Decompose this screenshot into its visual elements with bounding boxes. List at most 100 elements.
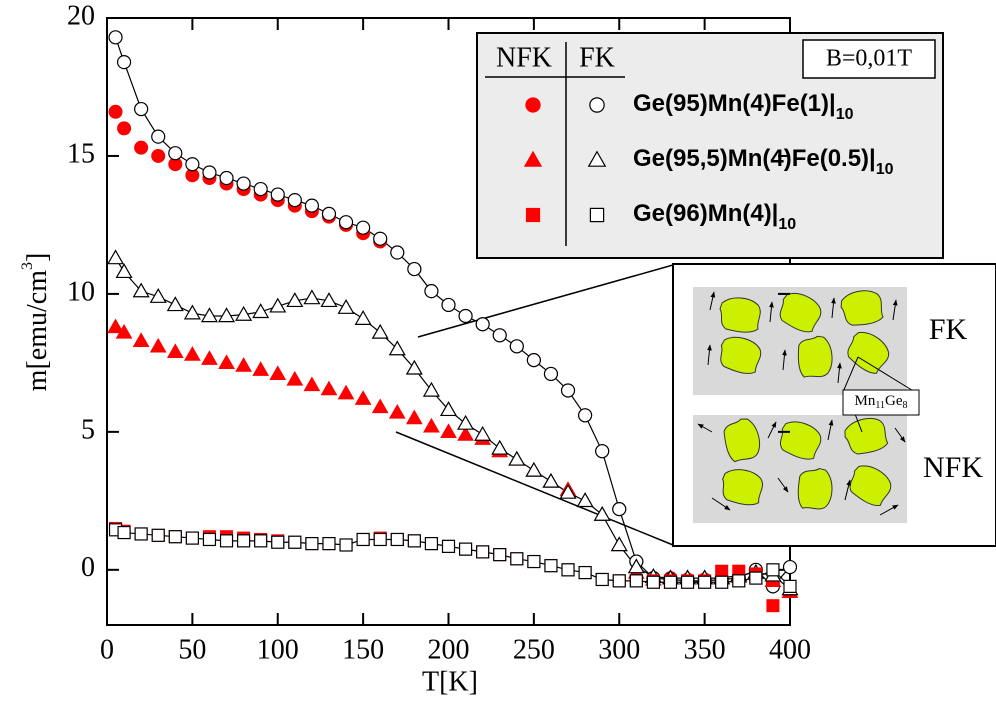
marker — [492, 328, 507, 343]
marker — [337, 298, 355, 314]
moment — [767, 421, 777, 439]
marker — [356, 532, 370, 547]
marker — [166, 343, 184, 358]
marker — [544, 559, 558, 573]
marker — [253, 181, 268, 197]
x-tick-label: 150 — [342, 634, 384, 665]
marker — [201, 350, 218, 365]
marker — [354, 390, 372, 405]
marker — [610, 536, 628, 552]
marker — [542, 472, 560, 488]
marker — [107, 318, 124, 334]
marker — [439, 401, 458, 417]
marker — [321, 206, 337, 221]
marker — [509, 339, 524, 354]
legend-subscript: 10 — [876, 161, 894, 178]
marker — [457, 426, 474, 441]
marker — [589, 97, 605, 113]
marker — [322, 537, 336, 551]
marker — [593, 505, 611, 521]
marker — [286, 370, 304, 386]
marker — [525, 207, 541, 223]
y-tick-label: 15 — [67, 138, 95, 169]
marker — [108, 104, 123, 119]
inset-connector — [417, 264, 674, 338]
marker — [595, 572, 609, 587]
marker — [405, 409, 423, 425]
marker — [766, 563, 780, 577]
marker — [338, 215, 354, 230]
legend-name: Ge(95)Mn(4)Fe(1)| — [633, 90, 836, 117]
marker — [388, 404, 406, 419]
marker — [235, 357, 252, 372]
grain — [795, 467, 835, 512]
marker — [254, 534, 268, 548]
marker — [132, 282, 150, 298]
marker — [646, 575, 661, 589]
marker — [749, 571, 763, 585]
inset-label: NFK — [923, 451, 983, 484]
marker — [766, 599, 780, 613]
marker — [698, 575, 712, 589]
marker — [151, 148, 166, 163]
moment — [892, 299, 898, 321]
marker — [116, 55, 132, 70]
inset-label: FK — [929, 313, 968, 346]
marker — [663, 575, 678, 589]
callout-line — [857, 356, 916, 393]
callout-box — [842, 389, 920, 416]
marker — [458, 542, 473, 556]
marker — [715, 564, 729, 578]
legend-header: NFK — [496, 42, 552, 73]
x-axis-label: T[K] — [422, 666, 478, 697]
x-tick-label: 100 — [257, 634, 299, 665]
marker — [168, 530, 182, 544]
marker — [525, 97, 541, 113]
marker — [237, 534, 251, 548]
marker — [405, 359, 423, 375]
marker — [612, 574, 626, 588]
marker — [337, 384, 355, 400]
marker — [543, 366, 559, 382]
marker — [184, 346, 201, 361]
marker — [354, 310, 372, 325]
y-axis-label: m[emu/cm3] — [19, 253, 54, 392]
annotation-box — [802, 39, 936, 79]
marker — [424, 537, 439, 551]
marker — [286, 292, 304, 308]
marker — [304, 198, 319, 213]
marker — [235, 305, 253, 321]
marker — [612, 502, 627, 517]
moment — [711, 497, 731, 511]
marker — [320, 380, 338, 396]
moment — [844, 479, 852, 501]
marker — [288, 535, 302, 549]
x-tick-label: 250 — [513, 634, 555, 665]
marker — [219, 170, 234, 186]
marker — [783, 579, 797, 593]
marker — [441, 297, 456, 313]
legend-header: FK — [579, 42, 615, 73]
phase-text: Mn — [855, 393, 876, 409]
marker — [202, 165, 217, 180]
legend-label: Ge(95)Mn(4)Fe(1)|10 — [633, 90, 854, 123]
marker — [305, 537, 319, 551]
x-tick-label: 350 — [684, 634, 726, 665]
x-tick-label: 200 — [428, 634, 470, 665]
moment — [707, 344, 712, 366]
y-tick-label: 5 — [81, 414, 95, 445]
marker — [134, 527, 148, 541]
marker — [475, 317, 490, 332]
marker — [149, 287, 167, 303]
marker — [388, 340, 406, 356]
x-tick-label: 400 — [769, 634, 811, 665]
marker — [508, 450, 526, 466]
moment — [831, 297, 836, 319]
legend-subscript: 10 — [836, 106, 854, 123]
marker — [457, 414, 475, 430]
marker — [108, 30, 123, 45]
marker — [595, 444, 610, 459]
marker — [269, 365, 287, 381]
y-tick-label: 20 — [67, 0, 95, 31]
